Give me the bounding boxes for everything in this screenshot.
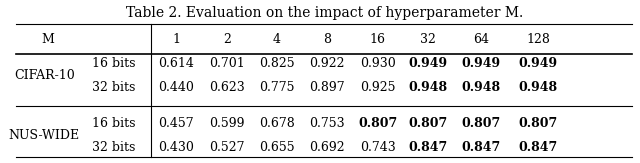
- Text: 0.847: 0.847: [518, 141, 557, 154]
- Text: CIFAR-10: CIFAR-10: [14, 69, 75, 82]
- Text: M: M: [41, 33, 54, 46]
- Text: 0.897: 0.897: [310, 81, 345, 94]
- Text: 0.807: 0.807: [408, 117, 447, 130]
- Text: 0.807: 0.807: [358, 117, 397, 130]
- Text: 0.655: 0.655: [259, 141, 295, 154]
- Text: 0.949: 0.949: [518, 57, 557, 70]
- Text: 0.701: 0.701: [209, 57, 244, 70]
- Text: 0.457: 0.457: [159, 117, 194, 130]
- Text: Table 2. Evaluation on the impact of hyperparameter M.: Table 2. Evaluation on the impact of hyp…: [125, 6, 523, 20]
- Text: 0.949: 0.949: [408, 57, 447, 70]
- Text: 4: 4: [273, 33, 281, 46]
- Text: 0.623: 0.623: [209, 81, 244, 94]
- Text: 128: 128: [526, 33, 550, 46]
- Text: 64: 64: [474, 33, 490, 46]
- Text: 32 bits: 32 bits: [92, 81, 135, 94]
- Text: 0.847: 0.847: [461, 141, 501, 154]
- Text: 0.807: 0.807: [518, 117, 557, 130]
- Text: 32 bits: 32 bits: [92, 141, 135, 154]
- Text: 16 bits: 16 bits: [92, 117, 135, 130]
- Text: 0.825: 0.825: [259, 57, 295, 70]
- Text: 0.692: 0.692: [310, 141, 345, 154]
- Text: 0.527: 0.527: [209, 141, 244, 154]
- Text: 0.678: 0.678: [259, 117, 295, 130]
- Text: NUS-WIDE: NUS-WIDE: [9, 129, 80, 142]
- Text: 8: 8: [323, 33, 332, 46]
- Text: 0.440: 0.440: [159, 81, 195, 94]
- Text: 0.753: 0.753: [310, 117, 345, 130]
- Text: 0.925: 0.925: [360, 81, 396, 94]
- Text: 32: 32: [420, 33, 436, 46]
- Text: 2: 2: [223, 33, 230, 46]
- Text: 0.847: 0.847: [408, 141, 447, 154]
- Text: 0.922: 0.922: [310, 57, 345, 70]
- Text: 0.807: 0.807: [461, 117, 501, 130]
- Text: 16: 16: [370, 33, 386, 46]
- Text: 0.775: 0.775: [259, 81, 295, 94]
- Text: 0.930: 0.930: [360, 57, 396, 70]
- Text: 0.743: 0.743: [360, 141, 396, 154]
- Text: 0.614: 0.614: [159, 57, 195, 70]
- Text: 16 bits: 16 bits: [92, 57, 135, 70]
- Text: 0.948: 0.948: [462, 81, 501, 94]
- Text: 0.949: 0.949: [462, 57, 501, 70]
- Text: 0.599: 0.599: [209, 117, 244, 130]
- Text: 0.948: 0.948: [408, 81, 447, 94]
- Text: 0.430: 0.430: [159, 141, 195, 154]
- Text: 1: 1: [172, 33, 180, 46]
- Text: 0.948: 0.948: [518, 81, 557, 94]
